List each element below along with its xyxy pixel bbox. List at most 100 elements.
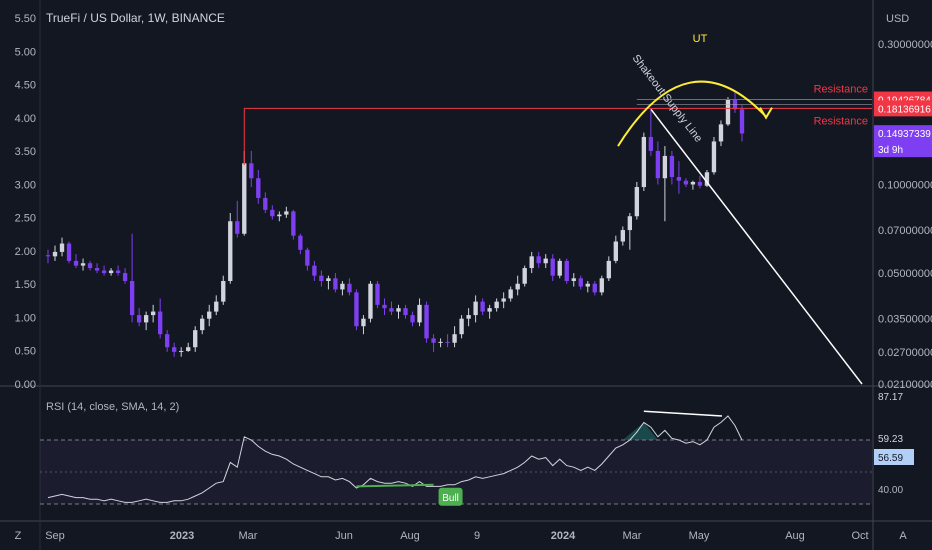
candle-body [284,211,289,215]
candle-body [606,260,611,279]
candle-body [200,318,205,331]
candle-body [438,341,443,343]
candle-body [508,289,513,299]
bull-badge-label: Bull [442,493,459,504]
candle-body [172,347,177,352]
candle-body [242,163,247,234]
candle-body [718,124,724,142]
left-axis-tick-label: 5.00 [15,46,36,58]
candle-body [466,315,471,319]
ut-arrow-head [759,107,773,120]
candle-body [87,263,93,269]
candle-body [235,221,240,234]
left-axis-tick-label: 0.00 [15,379,36,391]
candle-body [501,298,506,302]
candle-body [66,243,72,261]
rsi-level-tag-box [874,388,914,404]
candle-body [683,180,689,185]
candle-body [459,318,464,335]
candle-body [564,260,569,281]
left-axis-tick-label: 3.00 [15,179,36,191]
candle-body [578,278,583,287]
candle-body [263,197,268,210]
left-axis-tick-label: 4.00 [15,113,36,125]
candle-body [136,315,142,323]
candle-body [417,304,422,323]
right-axis-tick-label: 0.05000000 [878,268,932,280]
axis-layer: 5.50 5.00 4.50 4.00 3.50 3.00 2.50 2.00 1.50 1.00… [15,13,932,542]
candle-body [186,347,191,351]
bull-badge [438,487,463,506]
candle-layer [45,92,745,357]
ut-label: UT [693,33,708,45]
a-icon: A [899,530,907,542]
candle-body [354,292,359,327]
x-axis-tick-label: 9 [474,530,480,542]
candle-body [150,311,156,316]
candle-body [697,181,703,186]
left-axis-tick-label: 2.00 [15,246,36,258]
candle-body [164,334,170,348]
candle-body [676,177,682,181]
candle-body [690,181,696,185]
x-axis-tick-label: Oct [851,530,868,542]
resistance-label-upper: Resistance [814,84,868,96]
candle-body [45,255,51,257]
left-axis-tick-label: 1.50 [15,279,36,291]
candle-body [613,241,618,261]
candle-body [571,278,576,281]
candle-body [403,308,408,316]
candle-body [480,301,485,312]
price-tag-label: 0.18136916 [878,104,931,115]
candle-body [101,270,107,274]
candle-body [536,256,541,264]
candle-body [228,221,233,281]
currency-label: USD [886,13,909,25]
candle-body [270,209,275,217]
candle-body [143,315,149,323]
candle-body [368,283,373,319]
candle-body [543,258,548,264]
rsi-layer: Bull [47,410,743,506]
rsi-divergence-line [643,410,723,417]
right-axis-tick-label: 0.03500000 [878,314,932,326]
candle-body [80,263,86,266]
candle-body [662,155,668,179]
candle-body [389,308,394,312]
candle-body [312,265,317,276]
candle-body [599,278,604,293]
rsi-bull-line [356,483,434,488]
candle-body [620,230,626,242]
candle-body [207,311,212,319]
rsi-label: RSI (14, close, SMA, 14, 2) [46,401,179,413]
candle-body [122,273,128,281]
left-axis-tick-label: 0.50 [15,346,36,358]
candle-body [725,99,731,125]
candle-body [115,270,121,274]
candle-body [382,304,387,309]
candle-body [256,178,261,198]
candle-body [627,216,633,231]
candle-body [347,283,352,293]
x-axis-tick-label: Aug [400,530,420,542]
candle-body [221,280,226,302]
x-axis-tick-label: 2023 [170,530,194,542]
x-axis-tick-label: Sep [45,530,65,542]
candle-body [59,243,65,252]
rsi-level-tag: 40.00 [878,485,903,496]
candle-body [333,278,338,290]
candle-body [704,172,710,186]
candle-body [291,211,296,236]
x-axis-tick-label: May [689,530,710,542]
rsi-level-tag: 87.17 [878,392,903,403]
candle-body [487,308,492,312]
candle-body [641,136,647,188]
price-tag-box [874,100,932,117]
candle-body [648,136,654,151]
candle-body [193,330,198,348]
candle-body [319,275,324,281]
candle-body [473,301,478,316]
